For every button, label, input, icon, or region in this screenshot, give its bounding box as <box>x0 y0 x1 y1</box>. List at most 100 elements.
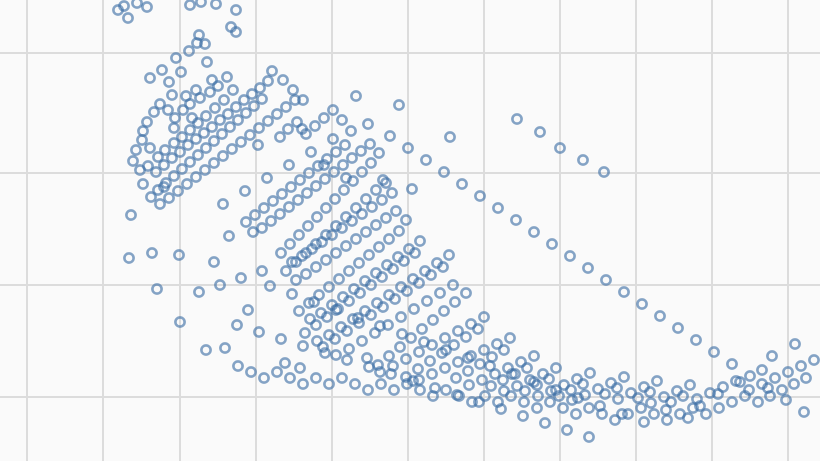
scatter-point <box>343 295 355 307</box>
scatter-point <box>158 181 170 193</box>
scatter-point <box>390 205 402 217</box>
scatter-point <box>311 211 323 223</box>
scatter-point <box>177 104 189 116</box>
scatter-point <box>380 212 392 224</box>
scatter-point <box>484 360 496 372</box>
scatter-point <box>425 269 437 281</box>
scatter-point <box>245 366 257 378</box>
scatter-point <box>282 123 294 135</box>
scatter-point <box>262 75 274 87</box>
scatter-point <box>426 368 438 380</box>
scatter-point <box>127 155 139 167</box>
scatter-point <box>305 146 317 158</box>
scatter-point <box>356 166 368 178</box>
scatter-point <box>644 386 656 398</box>
scatter-point <box>310 319 322 331</box>
scatter-point <box>327 104 339 116</box>
scatter-point <box>338 184 350 196</box>
scatter-point <box>476 374 488 386</box>
scatter-point <box>240 107 252 119</box>
scatter-point <box>209 102 221 114</box>
scatter-point <box>192 149 204 161</box>
scatter-point <box>528 226 540 238</box>
scatter-point <box>146 247 158 259</box>
scatter-point <box>795 360 807 372</box>
scatter-point <box>497 374 509 386</box>
scatter-point <box>383 350 395 362</box>
scatter-point <box>462 365 474 377</box>
scatter-point <box>609 414 621 426</box>
scatter-point <box>319 347 331 359</box>
scatter-point <box>354 287 366 299</box>
scatter-point <box>208 157 220 169</box>
scatter-point <box>600 274 612 286</box>
scatter-point <box>166 152 178 164</box>
scatter-point <box>616 408 628 420</box>
scatter-point <box>383 233 395 245</box>
scatter-point <box>280 265 292 277</box>
scatter-point <box>582 262 594 274</box>
scatter-point <box>492 202 504 214</box>
scatter-point <box>355 145 367 157</box>
scatter-point <box>175 66 187 78</box>
scatter-point <box>190 171 202 183</box>
scatter-point <box>648 408 660 420</box>
scatter-point <box>186 112 198 124</box>
scatter-point <box>402 142 414 154</box>
scatter-point <box>651 375 663 387</box>
scatter-point <box>232 114 244 126</box>
scatter-point <box>321 311 333 323</box>
scatter-point <box>443 249 455 261</box>
scatter-point <box>130 144 142 156</box>
scatter-point <box>249 209 261 221</box>
scatter-point <box>168 122 180 134</box>
scatter-point <box>362 384 374 396</box>
scatter-point <box>451 389 463 401</box>
scatter-point <box>262 115 274 127</box>
scatter-point <box>374 366 386 378</box>
scatter-point <box>356 335 368 347</box>
scatter-point <box>311 335 323 347</box>
scatter-point <box>491 338 503 350</box>
scatter-point <box>252 139 264 151</box>
scatter-point <box>687 402 699 414</box>
scatter-point <box>479 390 491 402</box>
scatter-point <box>230 101 242 113</box>
scatter-point <box>274 208 286 220</box>
scatter-point <box>212 80 224 92</box>
scatter-point <box>310 180 322 192</box>
scatter-point <box>708 346 720 358</box>
scatter-point <box>528 350 540 362</box>
scatter-point <box>478 344 490 356</box>
scatter-point <box>330 304 342 316</box>
scatter-point <box>798 406 810 418</box>
scatter-point <box>462 352 474 364</box>
scatter-point <box>460 287 472 299</box>
scatter-point <box>407 375 419 387</box>
scatter-point <box>280 101 292 113</box>
scatter-point <box>506 368 518 380</box>
scatter-point <box>158 159 170 171</box>
scatter-point <box>752 396 764 408</box>
scatter-point <box>517 410 529 422</box>
scatter-point <box>400 353 412 365</box>
scatter-point <box>456 178 468 190</box>
scatter-point <box>154 198 166 210</box>
scatter-point <box>374 320 386 332</box>
scatter-point <box>349 378 361 390</box>
scatter-point <box>277 74 289 86</box>
scatter-point <box>364 138 376 150</box>
scatter-point <box>285 181 297 193</box>
scatter-point <box>352 312 364 324</box>
scatter-point <box>195 0 207 8</box>
scatter-point <box>267 195 279 207</box>
scatter-point <box>341 354 353 366</box>
scatter-point <box>572 392 584 404</box>
scatter-point <box>284 372 296 384</box>
scatter-point <box>336 222 348 234</box>
scatter-point <box>645 397 657 409</box>
scatter-point <box>208 256 220 268</box>
scatter-point <box>531 379 543 391</box>
scatter-point <box>420 154 432 166</box>
